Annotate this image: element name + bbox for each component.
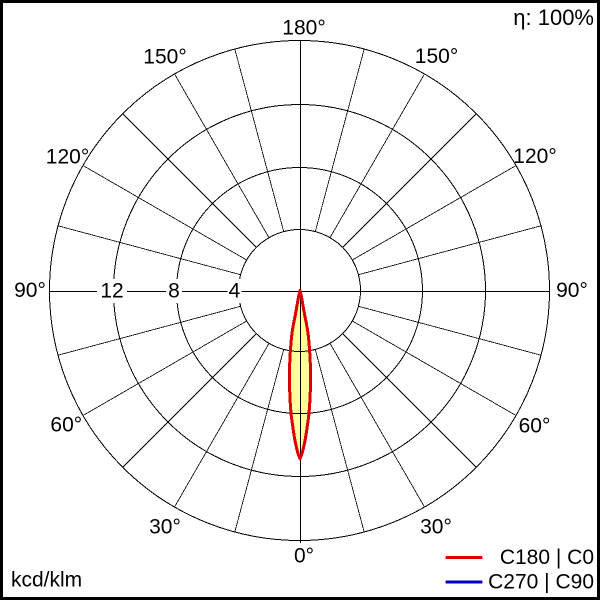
svg-text:150°: 150° [143,45,186,68]
svg-text:30°: 30° [420,515,452,538]
svg-text:8: 8 [168,279,180,302]
svg-text:kcd/klm: kcd/klm [11,568,82,591]
svg-text:η: 100%: η: 100% [513,5,594,30]
svg-text:120°: 120° [513,145,556,168]
svg-text:90°: 90° [556,279,588,302]
svg-text:C270 | C90: C270 | C90 [488,570,594,593]
svg-text:60°: 60° [519,414,551,437]
svg-text:150°: 150° [415,45,458,68]
svg-text:180°: 180° [282,17,325,40]
svg-text:0°: 0° [294,545,314,568]
svg-text:12: 12 [100,279,123,302]
svg-text:4: 4 [229,279,241,302]
svg-text:30°: 30° [149,516,181,539]
svg-text:C180 | C0: C180 | C0 [500,546,594,569]
svg-text:60°: 60° [50,414,82,437]
svg-text:90°: 90° [14,279,46,302]
svg-text:120°: 120° [46,145,89,168]
